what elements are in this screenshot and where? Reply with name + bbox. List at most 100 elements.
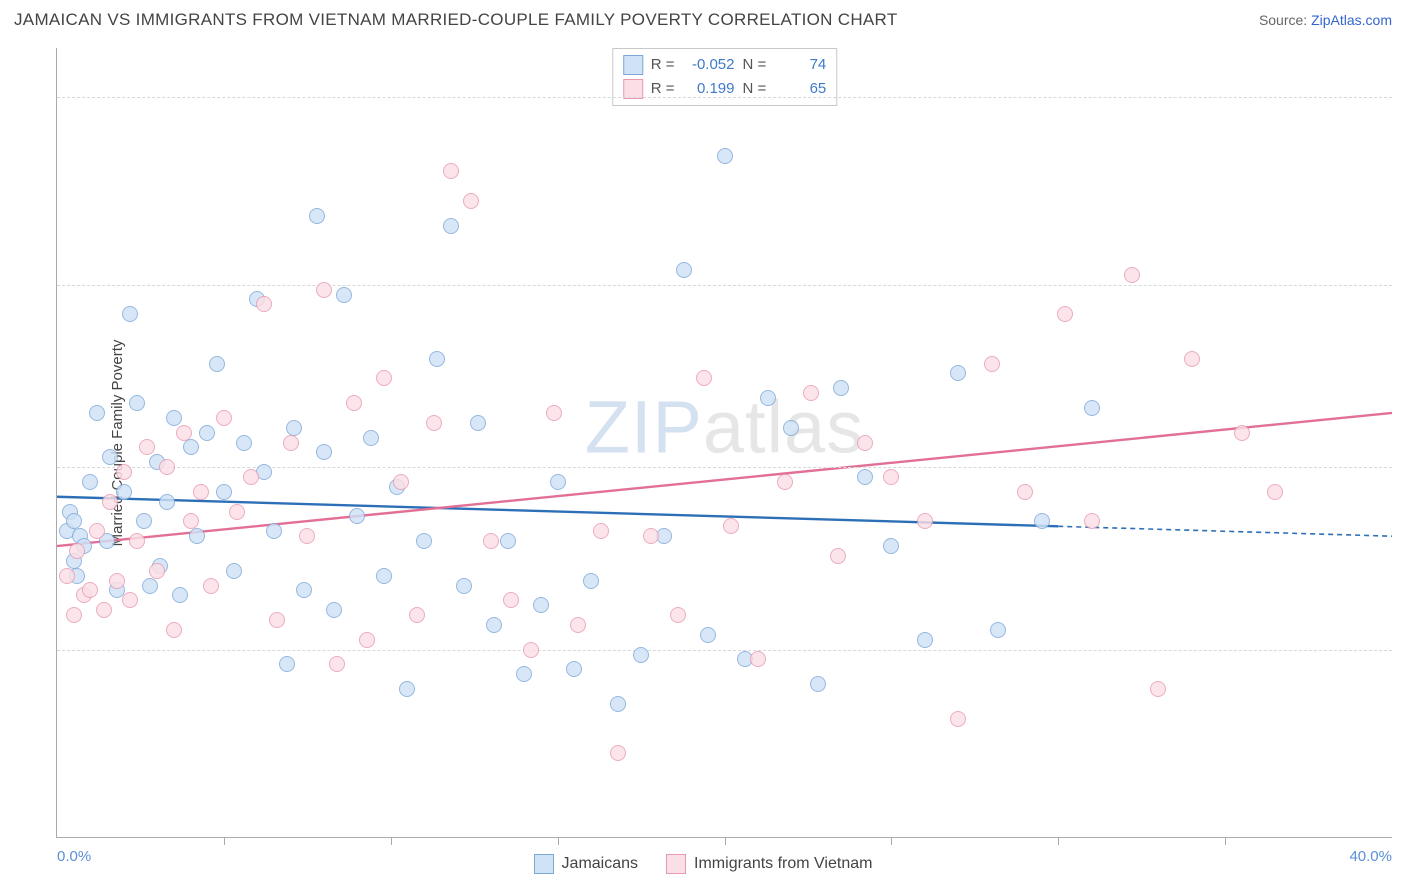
scatter-point-jamaicans bbox=[583, 573, 599, 589]
scatter-point-vietnam bbox=[723, 518, 739, 534]
scatter-point-vietnam bbox=[359, 632, 375, 648]
scatter-point-jamaicans bbox=[266, 523, 282, 539]
scatter-point-vietnam bbox=[1150, 681, 1166, 697]
scatter-point-vietnam bbox=[830, 548, 846, 564]
source-link[interactable]: ZipAtlas.com bbox=[1311, 12, 1392, 28]
scatter-point-vietnam bbox=[1184, 351, 1200, 367]
scatter-point-jamaicans bbox=[700, 627, 716, 643]
scatter-point-vietnam bbox=[283, 435, 299, 451]
x-tick bbox=[391, 837, 392, 845]
scatter-point-jamaicans bbox=[516, 666, 532, 682]
scatter-point-vietnam bbox=[183, 513, 199, 529]
scatter-point-jamaicans bbox=[316, 444, 332, 460]
chart-area: Married-Couple Family Poverty ZIPatlas R… bbox=[44, 48, 1392, 838]
scatter-point-jamaicans bbox=[399, 681, 415, 697]
scatter-point-vietnam bbox=[523, 642, 539, 658]
scatter-point-vietnam bbox=[777, 474, 793, 490]
scatter-point-jamaicans bbox=[66, 513, 82, 529]
scatter-point-jamaicans bbox=[470, 415, 486, 431]
scatter-point-vietnam bbox=[750, 651, 766, 667]
scatter-point-vietnam bbox=[1057, 306, 1073, 322]
scatter-point-jamaicans bbox=[189, 528, 205, 544]
scatter-point-vietnam bbox=[129, 533, 145, 549]
x-tick bbox=[891, 837, 892, 845]
n-label: N = bbox=[743, 53, 767, 77]
scatter-point-jamaicans bbox=[676, 262, 692, 278]
header: JAMAICAN VS IMMIGRANTS FROM VIETNAM MARR… bbox=[14, 10, 1392, 30]
corr-row-jamaicans: R = -0.052 N = 74 bbox=[623, 53, 827, 77]
swatch-vietnam bbox=[623, 79, 643, 99]
scatter-point-vietnam bbox=[329, 656, 345, 672]
scatter-point-jamaicans bbox=[136, 513, 152, 529]
scatter-point-jamaicans bbox=[783, 420, 799, 436]
x-tick bbox=[558, 837, 559, 845]
scatter-point-vietnam bbox=[503, 592, 519, 608]
swatch-jamaicans bbox=[534, 854, 554, 874]
scatter-point-jamaicans bbox=[89, 405, 105, 421]
legend-item-vietnam: Immigrants from Vietnam bbox=[666, 854, 872, 874]
scatter-point-jamaicans bbox=[633, 647, 649, 663]
scatter-point-jamaicans bbox=[129, 395, 145, 411]
scatter-point-vietnam bbox=[216, 410, 232, 426]
scatter-point-jamaicans bbox=[1034, 513, 1050, 529]
scatter-point-jamaicans bbox=[760, 390, 776, 406]
scatter-point-vietnam bbox=[243, 469, 259, 485]
scatter-point-vietnam bbox=[59, 568, 75, 584]
scatter-point-vietnam bbox=[393, 474, 409, 490]
scatter-point-vietnam bbox=[66, 607, 82, 623]
plot-region: ZIPatlas R = -0.052 N = 74 R = 0.199 N =… bbox=[56, 48, 1392, 838]
scatter-point-jamaicans bbox=[122, 306, 138, 322]
scatter-point-jamaicans bbox=[326, 602, 342, 618]
scatter-point-jamaicans bbox=[950, 365, 966, 381]
scatter-point-vietnam bbox=[69, 543, 85, 559]
scatter-point-jamaicans bbox=[296, 582, 312, 598]
scatter-point-jamaicans bbox=[209, 356, 225, 372]
scatter-point-jamaicans bbox=[443, 218, 459, 234]
scatter-point-vietnam bbox=[610, 745, 626, 761]
scatter-point-jamaicans bbox=[717, 148, 733, 164]
x-tick bbox=[725, 837, 726, 845]
scatter-point-jamaicans bbox=[857, 469, 873, 485]
scatter-point-vietnam bbox=[176, 425, 192, 441]
swatch-vietnam bbox=[666, 854, 686, 874]
scatter-point-jamaicans bbox=[486, 617, 502, 633]
scatter-point-vietnam bbox=[203, 578, 219, 594]
scatter-point-vietnam bbox=[443, 163, 459, 179]
scatter-point-vietnam bbox=[299, 528, 315, 544]
scatter-point-jamaicans bbox=[566, 661, 582, 677]
scatter-point-jamaicans bbox=[363, 430, 379, 446]
scatter-point-vietnam bbox=[984, 356, 1000, 372]
scatter-point-jamaicans bbox=[309, 208, 325, 224]
scatter-point-vietnam bbox=[96, 602, 112, 618]
scatter-point-vietnam bbox=[109, 573, 125, 589]
scatter-point-vietnam bbox=[696, 370, 712, 386]
scatter-point-vietnam bbox=[89, 523, 105, 539]
scatter-point-vietnam bbox=[139, 439, 155, 455]
legend-item-jamaicans: Jamaicans bbox=[534, 854, 638, 874]
scatter-point-vietnam bbox=[670, 607, 686, 623]
scatter-point-vietnam bbox=[116, 464, 132, 480]
watermark: ZIPatlas bbox=[585, 384, 864, 469]
scatter-point-jamaicans bbox=[883, 538, 899, 554]
scatter-point-vietnam bbox=[643, 528, 659, 544]
scatter-point-jamaicans bbox=[102, 449, 118, 465]
scatter-point-jamaicans bbox=[159, 494, 175, 510]
scatter-point-vietnam bbox=[546, 405, 562, 421]
n-value-jamaicans: 74 bbox=[774, 53, 826, 77]
x-tick bbox=[1058, 837, 1059, 845]
scatter-point-vietnam bbox=[1267, 484, 1283, 500]
legend-label-vietnam: Immigrants from Vietnam bbox=[694, 855, 872, 873]
scatter-point-jamaicans bbox=[833, 380, 849, 396]
scatter-point-jamaicans bbox=[416, 533, 432, 549]
scatter-point-vietnam bbox=[193, 484, 209, 500]
source-prefix: Source: bbox=[1259, 12, 1311, 28]
watermark-part1: ZIP bbox=[585, 385, 703, 468]
scatter-point-vietnam bbox=[316, 282, 332, 298]
scatter-point-jamaicans bbox=[166, 410, 182, 426]
gridline-h bbox=[57, 285, 1392, 286]
scatter-point-vietnam bbox=[917, 513, 933, 529]
scatter-point-jamaicans bbox=[172, 587, 188, 603]
scatter-point-vietnam bbox=[883, 469, 899, 485]
scatter-point-jamaicans bbox=[349, 508, 365, 524]
scatter-point-vietnam bbox=[409, 607, 425, 623]
